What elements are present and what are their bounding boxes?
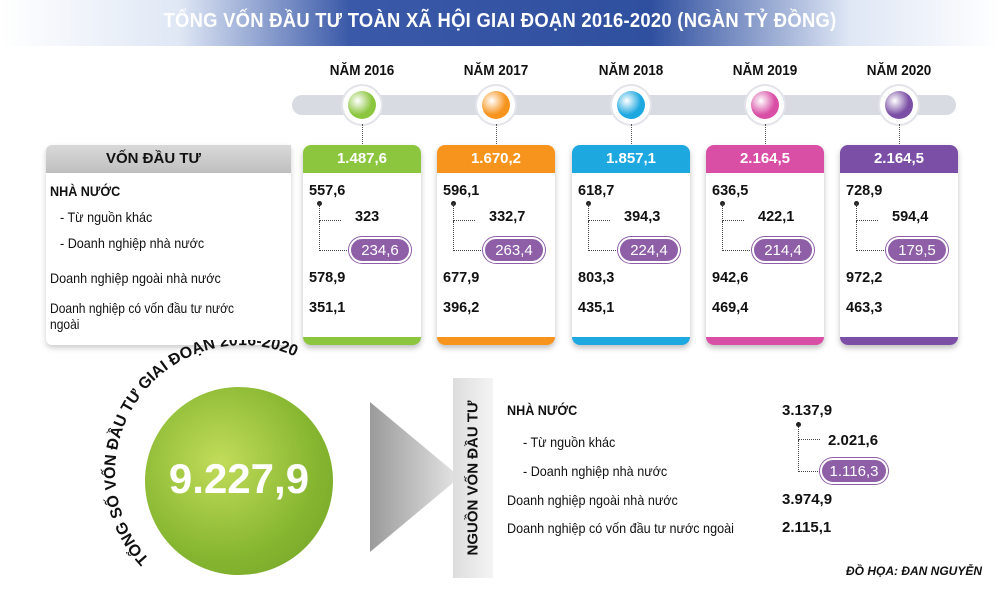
side-label-box — [453, 378, 493, 578]
row-label-dn-fdi: Doanh nghiệp có vốn đầu tư nước ngoài — [50, 300, 234, 332]
bracket-bottom — [319, 221, 349, 251]
bracket-top — [588, 203, 610, 221]
value-tu-nguon-khac: 594,4 — [892, 209, 929, 225]
year-total: 2.164,5 — [706, 145, 824, 173]
timeline-marker — [880, 86, 918, 124]
row-label-nha-nuoc: NHÀ NƯỚC — [50, 183, 121, 199]
side-label-wrap: NGUỒN VỐN ĐẦU TƯ — [453, 378, 493, 578]
value-nha-nuoc: 618,7 — [578, 183, 615, 199]
value-dn-fdi: 435,1 — [578, 300, 615, 316]
year-label: NĂM 2017 — [463, 62, 529, 79]
timeline-stem — [765, 124, 766, 144]
value-dn-ngoai: 942,6 — [712, 270, 749, 286]
bracket-bottom — [856, 221, 886, 251]
card-footer — [437, 337, 555, 345]
year-total: 1.487,6 — [303, 145, 421, 173]
value-nha-nuoc: 728,9 — [846, 183, 883, 199]
summary-value-0: 3.137,9 — [782, 402, 833, 419]
bracket-top — [453, 203, 475, 221]
total-circle — [145, 387, 333, 575]
row-labels-panel: VỐN ĐẦU TƯ NHÀ NƯỚC - Từ nguồn khác - Do… — [46, 145, 291, 345]
timeline-dot — [482, 91, 510, 119]
side-label: NGUỒN VỐN ĐẦU TƯ — [464, 400, 482, 556]
summary-label-2: - Doanh nghiệp nhà nước — [523, 463, 668, 479]
arrow-shape — [370, 402, 460, 552]
summary-value-4: 2.115,1 — [782, 519, 832, 536]
value-nha-nuoc: 596,1 — [443, 183, 480, 199]
bracket-top — [856, 203, 878, 221]
value-dn-nha-nuoc: 214,4 — [752, 237, 814, 263]
value-dn-nha-nuoc: 234,6 — [349, 237, 411, 263]
timeline-dot — [751, 91, 779, 119]
row-label-tu-nguon-khac: - Từ nguồn khác — [60, 209, 153, 225]
timeline-dot — [617, 91, 645, 119]
value-dn-ngoai: 578,9 — [309, 270, 346, 286]
total-value: 9.227,9 — [168, 455, 310, 502]
value-dn-nha-nuoc: 179,5 — [886, 237, 948, 263]
summary-label-3: Doanh nghiệp ngoài nhà nước — [507, 492, 678, 508]
page-title: TỔNG VỐN ĐẦU TƯ TOÀN XÃ HỘI GIAI ĐOẠN 20… — [163, 10, 837, 32]
year-label: NĂM 2019 — [732, 62, 798, 79]
year-label: NĂM 2018 — [598, 62, 664, 79]
value-nha-nuoc: 636,5 — [712, 183, 749, 199]
value-dn-ngoai: 803,3 — [578, 270, 615, 286]
year-total: 1.857,1 — [572, 145, 690, 173]
year-label: NĂM 2016 — [329, 62, 395, 79]
summary-bracket-dot — [796, 422, 801, 427]
value-tu-nguon-khac: 323 — [355, 209, 380, 225]
card-footer — [840, 337, 958, 345]
value-dn-fdi: 463,3 — [846, 300, 883, 316]
value-dn-ngoai: 972,2 — [846, 270, 883, 286]
value-dn-nha-nuoc: 224,4 — [618, 237, 680, 263]
summary-value-3: 3.974,9 — [782, 491, 833, 508]
summary-label-1: - Từ nguồn khác — [523, 434, 616, 450]
summary-label-0: NHÀ NƯỚC — [507, 402, 578, 418]
value-nha-nuoc: 557,6 — [309, 183, 346, 199]
value-tu-nguon-khac: 394,3 — [624, 209, 661, 225]
timeline-marker — [746, 86, 784, 124]
year-label: NĂM 2020 — [866, 62, 932, 79]
value-tu-nguon-khac: 332,7 — [489, 209, 526, 225]
value-dn-fdi: 396,2 — [443, 300, 480, 316]
bracket-bottom — [453, 221, 483, 251]
year-card: 1.857,1 618,7 394,3 224,4 803,3 435,1 — [572, 145, 690, 345]
bracket-top — [722, 203, 744, 221]
summary-value-2: 1.116,3 — [820, 458, 888, 484]
year-card: 1.487,6 557,6 323 234,6 578,9 351,1 — [303, 145, 421, 345]
timeline-stem — [899, 124, 900, 144]
value-dn-nha-nuoc: 263,4 — [483, 237, 545, 263]
row-label-dn-ngoai: Doanh nghiệp ngoài nhà nước — [50, 270, 221, 286]
year-card: 2.164,5 728,9 594,4 179,5 972,2 463,3 — [840, 145, 958, 345]
left-header: VỐN ĐẦU TƯ — [46, 145, 291, 173]
card-footer — [572, 337, 690, 345]
year-card: 2.164,5 636,5 422,1 214,4 942,6 469,4 — [706, 145, 824, 345]
timeline-marker — [612, 86, 650, 124]
value-tu-nguon-khac: 422,1 — [758, 209, 795, 225]
timeline-stem — [631, 124, 632, 144]
credit: ĐỒ HỌA: ĐAN NGUYỄN — [845, 564, 982, 578]
value-dn-fdi: 351,1 — [309, 300, 346, 316]
summary-bracket-2 — [798, 440, 820, 472]
timeline-marker — [477, 86, 515, 124]
year-card: 1.670,2 596,1 332,7 263,4 677,9 396,2 — [437, 145, 555, 345]
bracket-bottom — [588, 221, 618, 251]
timeline-dot — [348, 91, 376, 119]
row-label-dn-nha-nuoc: - Doanh nghiệp nhà nước — [60, 235, 205, 251]
timeline-dot — [885, 91, 913, 119]
year-total: 2.164,5 — [840, 145, 958, 173]
summary-bracket-1 — [798, 425, 820, 440]
year-total: 1.670,2 — [437, 145, 555, 173]
timeline-stem — [362, 124, 363, 144]
timeline-marker — [343, 86, 381, 124]
bracket-bottom — [722, 221, 752, 251]
value-dn-ngoai: 677,9 — [443, 270, 480, 286]
card-footer — [706, 337, 824, 345]
title-bar — [0, 0, 1000, 46]
bracket-top — [319, 203, 341, 221]
card-footer — [303, 337, 421, 345]
value-dn-fdi: 469,4 — [712, 300, 749, 316]
timeline-stem — [496, 124, 497, 144]
summary-label-4: Doanh nghiệp có vốn đầu tư nước ngoài — [507, 520, 734, 536]
summary-value-1: 2.021,6 — [828, 432, 879, 449]
